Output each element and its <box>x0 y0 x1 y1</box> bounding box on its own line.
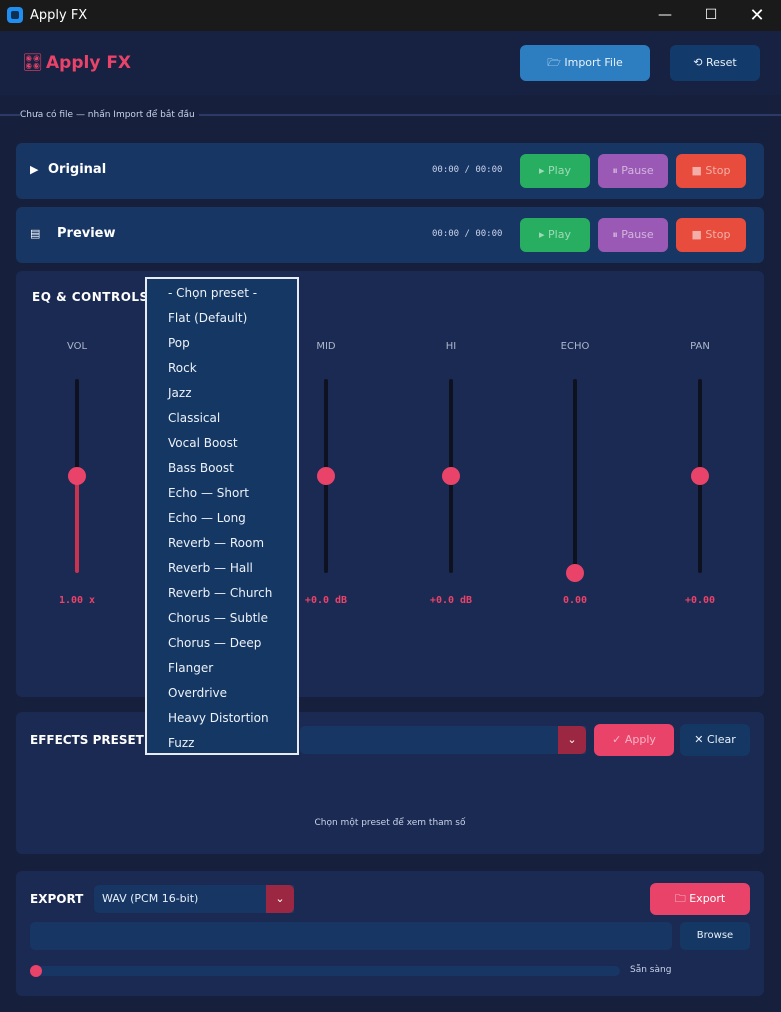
preset-option[interactable]: Vocal Boost <box>168 436 238 450</box>
preset-option[interactable]: Heavy Distortion <box>168 711 269 725</box>
app-window-icon <box>7 7 23 23</box>
export-button[interactable]: 🗀 Export <box>650 883 750 915</box>
status-message: Chưa có file — nhấn Import để bắt đầu <box>20 110 199 120</box>
mid-label: MID <box>316 341 336 352</box>
preview-icon: ▤ <box>30 227 41 240</box>
vol-knob[interactable] <box>68 467 86 485</box>
preset-option[interactable]: Chorus — Deep <box>168 636 262 650</box>
echo-slider[interactable]: ECHO 0.00 <box>540 341 610 606</box>
mid-slider[interactable]: MID +0.0 dB <box>291 341 361 606</box>
original-time: 00:00 / 00:00 <box>432 165 503 175</box>
import-file-button[interactable]: 🗁 Import File <box>520 45 650 81</box>
hi-knob[interactable] <box>442 467 460 485</box>
preset-option[interactable]: Flanger <box>168 661 214 675</box>
app-title: Apply FX <box>46 53 132 73</box>
preset-option[interactable]: Echo — Short <box>168 486 249 500</box>
preset-select[interactable] <box>300 726 586 754</box>
mid-value: +0.0 dB <box>304 595 348 606</box>
pan-label: PAN <box>690 341 710 352</box>
chevron-down-icon[interactable]: ⌄ <box>558 726 586 754</box>
original-pause-button[interactable]: ⏸ Pause <box>598 154 668 188</box>
reset-button[interactable]: ⟲ Reset <box>670 45 760 81</box>
app-header: 🎛 Apply FX 🗁 Import File ⟲ Reset <box>0 31 781 95</box>
preset-option[interactable]: Overdrive <box>168 686 228 700</box>
chevron-down-icon[interactable]: ⌄ <box>266 885 294 913</box>
preset-option[interactable]: Fuzz <box>168 736 195 750</box>
preset-option[interactable]: Reverb — Hall <box>168 561 253 575</box>
preset-option[interactable]: Classical <box>168 411 221 425</box>
preview-stop-button[interactable]: ■ Stop <box>676 218 746 252</box>
pan-knob[interactable] <box>691 467 709 485</box>
window-title: Apply FX <box>30 8 88 23</box>
original-title: Original <box>48 162 107 177</box>
echo-track[interactable] <box>573 379 577 573</box>
preset-option[interactable]: Jazz <box>168 386 192 400</box>
export-panel: EXPORT WAV (PCM 16-bit) ⌄ 🗀 Export Brows… <box>16 871 764 996</box>
minimize-button[interactable]: — <box>658 7 672 23</box>
preset-option[interactable]: Pop <box>168 336 190 350</box>
preset-hint: Chọn một preset để xem tham số <box>314 818 466 828</box>
apply-button[interactable]: ✓ Apply <box>594 724 674 756</box>
export-title: EXPORT <box>30 892 84 906</box>
preset-option[interactable]: Flat (Default) <box>168 311 248 325</box>
mid-knob[interactable] <box>317 467 335 485</box>
hi-value: +0.0 dB <box>429 595 473 606</box>
vol-fill <box>75 476 79 573</box>
echo-knob[interactable] <box>566 564 584 582</box>
original-stop-button[interactable]: ■ Stop <box>676 154 746 188</box>
vol-slider[interactable]: VOL 1.00 x <box>42 341 112 606</box>
maximize-button[interactable]: ☐ <box>704 7 718 23</box>
pan-slider[interactable]: PAN +0.00 <box>665 341 735 606</box>
eq-title: EQ & CONTROLS <box>32 290 149 304</box>
format-value: WAV (PCM 16-bit) <box>102 892 199 905</box>
echo-label: ECHO <box>560 341 590 352</box>
vol-value: 1.00 x <box>58 595 96 606</box>
window-titlebar: Apply FX — ☐ ✕ <box>0 0 781 31</box>
export-status: Sẵn sàng <box>630 965 672 975</box>
browse-button[interactable]: Browse <box>680 922 750 950</box>
preset-option[interactable]: Echo — Long <box>168 511 246 525</box>
effects-preset-panel: EFFECTS PRESET ⌄ ✓ Apply ✕ Clear Chọn mộ… <box>16 712 764 854</box>
preset-option[interactable]: Rock <box>168 361 197 375</box>
format-select[interactable]: WAV (PCM 16-bit) <box>94 885 294 913</box>
preset-option[interactable]: Reverb — Room <box>168 536 265 550</box>
export-progress-indicator <box>30 965 42 977</box>
preset-dropdown-list[interactable]: - Chọn preset - Flat (Default) Pop Rock … <box>145 277 299 755</box>
hi-label: HI <box>445 341 457 352</box>
pan-value: +0.00 <box>684 595 716 606</box>
echo-value: 0.00 <box>562 595 588 606</box>
preset-option[interactable]: Chorus — Subtle <box>168 611 269 625</box>
close-button[interactable]: ✕ <box>749 5 765 26</box>
header-divider <box>0 114 781 116</box>
preset-option[interactable]: - Chọn preset - <box>168 286 258 300</box>
vol-label: VOL <box>66 341 88 352</box>
mixer-logo-icon: 🎛 <box>22 53 44 73</box>
original-play-button[interactable]: ▸ Play <box>520 154 590 188</box>
preview-title: Preview <box>57 226 116 241</box>
preview-player: ▤ Preview 00:00 / 00:00 ▸ Play ⏸ Pause ■… <box>16 207 764 263</box>
preview-time: 00:00 / 00:00 <box>432 229 503 239</box>
original-player: ▶ Original 00:00 / 00:00 ▸ Play ⏸ Pause … <box>16 143 764 199</box>
preview-play-button[interactable]: ▸ Play <box>520 218 590 252</box>
preset-option[interactable]: Reverb — Church <box>168 586 273 600</box>
effects-title: EFFECTS PRESET <box>30 733 144 747</box>
clear-button[interactable]: ✕ Clear <box>680 724 750 756</box>
preset-option[interactable]: Bass Boost <box>168 461 234 475</box>
eq-controls-panel: EQ & CONTROLS VOL 1.00 x MID +0.0 dB HI … <box>16 271 764 697</box>
preview-pause-button[interactable]: ⏸ Pause <box>598 218 668 252</box>
hi-slider[interactable]: HI +0.0 dB <box>416 341 486 606</box>
export-progress-bar <box>36 966 620 976</box>
export-path-field[interactable] <box>30 922 672 950</box>
play-triangle-icon: ▶ <box>30 163 39 176</box>
